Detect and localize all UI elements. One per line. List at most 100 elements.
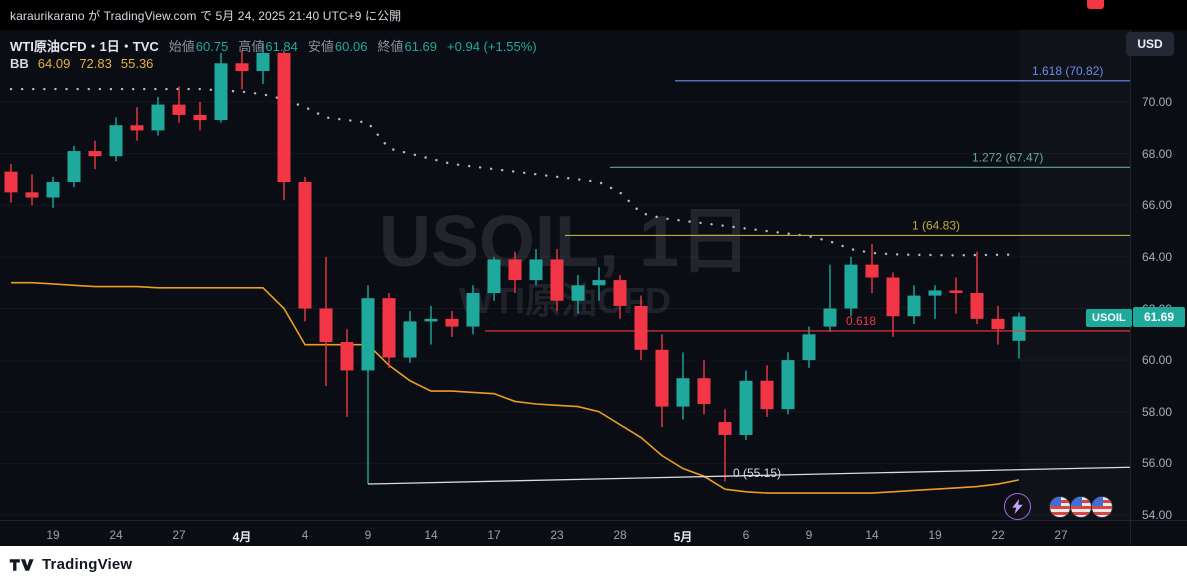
- fib-label-1.272 (67.47)[interactable]: 1.272 (67.47): [972, 150, 1043, 164]
- time-tick-label: 9: [805, 528, 813, 542]
- time-tick-label: 27: [172, 528, 186, 542]
- time-tick-label: 4: [301, 528, 309, 542]
- flag-stripes: [1050, 497, 1070, 517]
- candle-body-4/25: [592, 280, 606, 286]
- candle-body-3/31: [214, 63, 228, 121]
- candle-body-5/12: [823, 308, 837, 327]
- price-tick-label: 56.00: [1142, 456, 1173, 471]
- candle-body-4/7: [319, 308, 333, 343]
- fib-label-0[interactable]: 0 (55.15): [733, 466, 781, 480]
- candle-body-3/19: [46, 182, 60, 198]
- candle-body-5/6: [739, 380, 753, 435]
- candle-body-4/22: [529, 259, 543, 281]
- ohlc-close: 終値61.69: [377, 39, 438, 54]
- candle-body-4/9: [361, 298, 375, 371]
- candle-body-3/25: [130, 125, 144, 131]
- flag-stripes: [1092, 497, 1112, 517]
- candle-body-5/7: [760, 380, 774, 410]
- candle-body-5/20: [949, 290, 963, 294]
- candle-body-3/20: [67, 151, 81, 183]
- time-tick-label: 19: [928, 528, 942, 542]
- indicator-legend[interactable]: BB 64.09 72.83 55.36: [10, 56, 153, 71]
- reaction-flag-icon[interactable]: [1091, 496, 1113, 518]
- price-tick-label: 70.00: [1142, 95, 1173, 109]
- time-tick-label: 17: [487, 528, 501, 542]
- symbol-title[interactable]: WTI原油CFD・1日・TVC: [10, 39, 159, 54]
- last-price-badge: 61.69: [1133, 307, 1185, 327]
- candle-body-5/15: [886, 277, 900, 317]
- candle-body-5/22: [991, 318, 1005, 330]
- candle-body-4/23: [550, 259, 564, 301]
- time-tick-label: 14: [865, 528, 879, 542]
- time-tick-label: 9: [364, 528, 372, 542]
- candle-body-3/18: [25, 192, 39, 198]
- candle-body-3/27: [172, 104, 186, 115]
- fib-label-1 (64.83)[interactable]: 1 (64.83): [912, 218, 960, 232]
- candle-body-5/13: [844, 264, 858, 309]
- candle-body-5/21: [970, 293, 984, 319]
- ohlc-open: 始値60.75: [168, 39, 229, 54]
- candle-body-4/1: [235, 63, 249, 72]
- price-tick-label: 66.00: [1142, 198, 1173, 213]
- price-tick-label: 68.00: [1142, 146, 1173, 161]
- candle-body-5/5: [718, 422, 732, 435]
- reaction-flag-icon[interactable]: [1070, 496, 1092, 518]
- time-tick-label: 4月: [232, 530, 252, 544]
- candle-body-4/16: [466, 293, 480, 327]
- candle-body-3/17: [4, 171, 18, 193]
- time-tick-label: 5月: [673, 530, 693, 544]
- time-tick-label: 22: [991, 528, 1005, 542]
- candle-body-5/9: [802, 334, 816, 361]
- reaction-flag-icon[interactable]: [1049, 496, 1071, 518]
- tradingview-brand-text[interactable]: TradingView: [42, 556, 133, 573]
- time-tick-label: 6: [742, 528, 750, 542]
- candle-body-5/2: [697, 378, 711, 405]
- price-axis-divider: [1130, 30, 1131, 545]
- candle-body-4/24: [571, 285, 585, 301]
- indicator-name[interactable]: BB: [10, 56, 29, 71]
- time-tick-label: 14: [424, 528, 438, 542]
- flag-stripes: [1071, 497, 1091, 517]
- time-tick-label: 19: [46, 528, 60, 542]
- candle-body-4/11: [403, 321, 417, 358]
- candle-body-4/14: [424, 318, 438, 322]
- ohlc-high: 高値61.84: [238, 39, 298, 54]
- candle-body-4/2: [256, 52, 270, 72]
- fib-zero-trendline[interactable]: [367, 466, 1131, 485]
- candle-body-4/30: [655, 349, 669, 407]
- candle-body-3/26: [151, 104, 165, 131]
- chart-background: [0, 30, 1187, 520]
- time-axis-divider: [0, 520, 1187, 521]
- boost-lightning-icon[interactable]: [1004, 493, 1031, 520]
- bb-upper-value: 72.83: [79, 56, 112, 71]
- time-tick-label: 27: [1054, 528, 1068, 542]
- candle-body-3/21: [88, 151, 102, 157]
- fib-label-1.618 (70.82)[interactable]: 1.618 (70.82): [1032, 64, 1103, 78]
- symbol-legend[interactable]: WTI原油CFD・1日・TVC 始値60.75 高値61.84 安値60.06 …: [10, 36, 537, 55]
- time-tick-label: 28: [613, 528, 627, 542]
- bb-lower-value: 55.36: [120, 56, 154, 71]
- candle-body-4/3: [277, 52, 291, 183]
- last-price-symbol-badge: USOIL: [1086, 309, 1132, 327]
- price-tick-label: 58.00: [1142, 404, 1173, 419]
- tradingview-logo-icon[interactable]: [9, 557, 35, 573]
- price-tick-label: 54.00: [1142, 508, 1173, 522]
- candle-body-4/21: [508, 259, 522, 281]
- candle-body-4/4: [298, 182, 312, 309]
- ohlc-low: 安値60.06: [307, 39, 368, 54]
- share-header: karaurikarano が TradingView.com で 5月 24,…: [0, 0, 1187, 30]
- candle-body-5/16: [907, 295, 921, 317]
- time-tick-label: 23: [550, 528, 564, 542]
- currency-button[interactable]: USD: [1126, 32, 1174, 56]
- candle-body-4/15: [445, 318, 459, 327]
- footer-bar: TradingView: [0, 546, 1187, 583]
- candle-body-3/28: [193, 114, 207, 121]
- price-change: +0.94 (+1.55%): [447, 39, 537, 54]
- candle-body-5/23: [1012, 316, 1026, 341]
- fib-label-0.618[interactable]: 0.618: [846, 314, 876, 328]
- candle-body-4/10: [382, 298, 396, 358]
- publish-info-text: karaurikarano が TradingView.com で 5月 24,…: [10, 9, 402, 23]
- red-badge-icon: [1087, 0, 1104, 9]
